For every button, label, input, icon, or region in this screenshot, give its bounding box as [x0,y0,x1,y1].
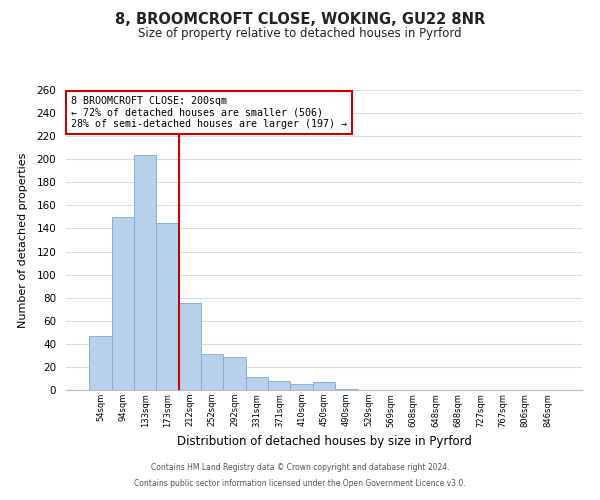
Bar [112,217,134,390]
Bar [201,354,223,390]
Bar [89,336,112,390]
Bar [223,356,246,390]
Text: Contains HM Land Registry data © Crown copyright and database right 2024.: Contains HM Land Registry data © Crown c… [151,464,449,472]
Y-axis label: Number of detached properties: Number of detached properties [18,152,28,328]
Bar [313,382,335,390]
Bar [134,154,157,390]
Text: 8, BROOMCROFT CLOSE, WOKING, GU22 8NR: 8, BROOMCROFT CLOSE, WOKING, GU22 8NR [115,12,485,28]
Text: Contains public sector information licensed under the Open Government Licence v3: Contains public sector information licen… [134,478,466,488]
Text: 8 BROOMCROFT CLOSE: 200sqm
← 72% of detached houses are smaller (506)
28% of sem: 8 BROOMCROFT CLOSE: 200sqm ← 72% of deta… [71,96,347,129]
Bar [246,378,268,390]
Bar [335,389,358,390]
Text: Size of property relative to detached houses in Pyrford: Size of property relative to detached ho… [138,28,462,40]
Bar [179,304,201,390]
Bar [290,384,313,390]
Bar [157,222,179,390]
X-axis label: Distribution of detached houses by size in Pyrford: Distribution of detached houses by size … [176,435,472,448]
Bar [268,381,290,390]
